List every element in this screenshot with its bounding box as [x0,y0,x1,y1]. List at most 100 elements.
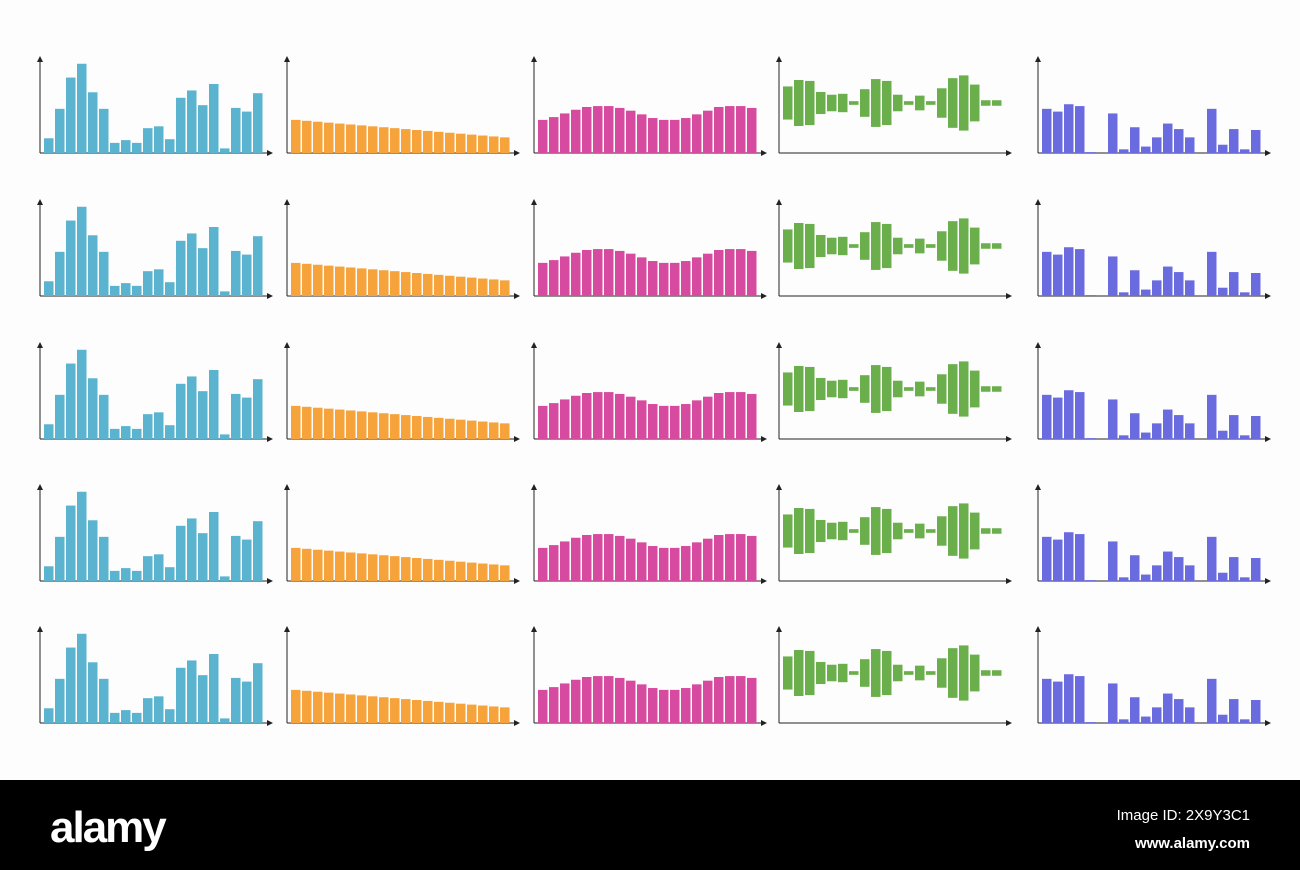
bar [736,249,746,296]
bar [467,704,477,723]
bar [948,221,958,271]
bar [220,148,230,153]
bar [368,269,378,296]
bar [1086,580,1096,581]
bar [500,565,510,581]
bar [871,222,881,270]
bar [703,110,713,153]
bar [77,206,87,296]
bar [637,257,647,296]
bar [1174,272,1184,296]
bar [805,650,815,696]
bar [143,698,153,723]
bar [335,693,345,723]
bar [659,119,669,153]
bar [209,84,219,153]
bar [1119,435,1129,439]
bar [209,370,219,439]
bar [1086,295,1096,296]
bar [198,391,208,439]
bar [242,254,252,296]
bar [893,664,903,682]
bar [538,547,548,581]
bar [434,417,444,439]
bar [110,428,120,439]
bar [648,546,658,581]
bar [747,535,757,581]
bar [560,399,570,439]
bar [615,535,625,581]
bar [110,285,120,296]
bar [1108,113,1118,153]
bar [838,93,848,113]
bar [231,677,241,723]
bar [434,701,444,723]
bar [467,420,477,439]
bar [604,676,614,723]
bar [478,135,488,153]
bar [66,505,76,581]
bar [390,698,400,723]
bar [783,514,793,548]
bar [335,123,345,153]
bar [335,409,345,439]
bar [582,250,592,296]
bar [88,520,98,581]
bar [198,248,208,296]
bar [176,525,186,581]
bar [714,393,724,439]
bar [1185,137,1195,153]
bar [324,550,334,581]
bar [882,366,892,412]
bar [302,263,312,296]
bar [1218,430,1228,439]
bar [970,84,980,122]
bar [659,547,669,581]
bar [324,122,334,153]
bar [489,422,499,439]
bar [88,92,98,153]
bar [882,508,892,554]
bar [187,233,197,296]
bar [44,138,54,153]
bar [44,281,54,296]
bar [981,386,991,392]
bar [390,128,400,153]
bar [1042,108,1052,153]
bar [783,86,793,120]
bar [110,570,120,581]
bar [99,678,109,723]
bar [445,275,455,296]
bar [970,654,980,692]
bar [1075,249,1085,296]
bar [401,557,411,581]
bar [1163,266,1173,296]
bar [165,282,175,296]
bar [143,271,153,296]
bar [1053,539,1063,581]
bar [445,418,455,439]
bar [165,425,175,439]
bar [637,684,647,723]
bar [747,677,757,723]
bar [714,107,724,153]
bar [1141,574,1151,581]
bar [1075,534,1085,581]
bar [1174,129,1184,153]
bar [582,107,592,153]
bar [445,132,455,153]
bar [44,708,54,723]
bar [1108,399,1118,439]
bar [401,699,411,723]
bar [604,106,614,153]
bar [313,407,323,439]
bar [500,707,510,723]
bar [827,664,837,682]
bar [1251,700,1261,723]
bar [242,111,252,153]
bar [670,262,680,296]
bar [882,650,892,696]
bar [121,426,131,439]
bar [1251,416,1261,439]
bar [959,218,969,274]
